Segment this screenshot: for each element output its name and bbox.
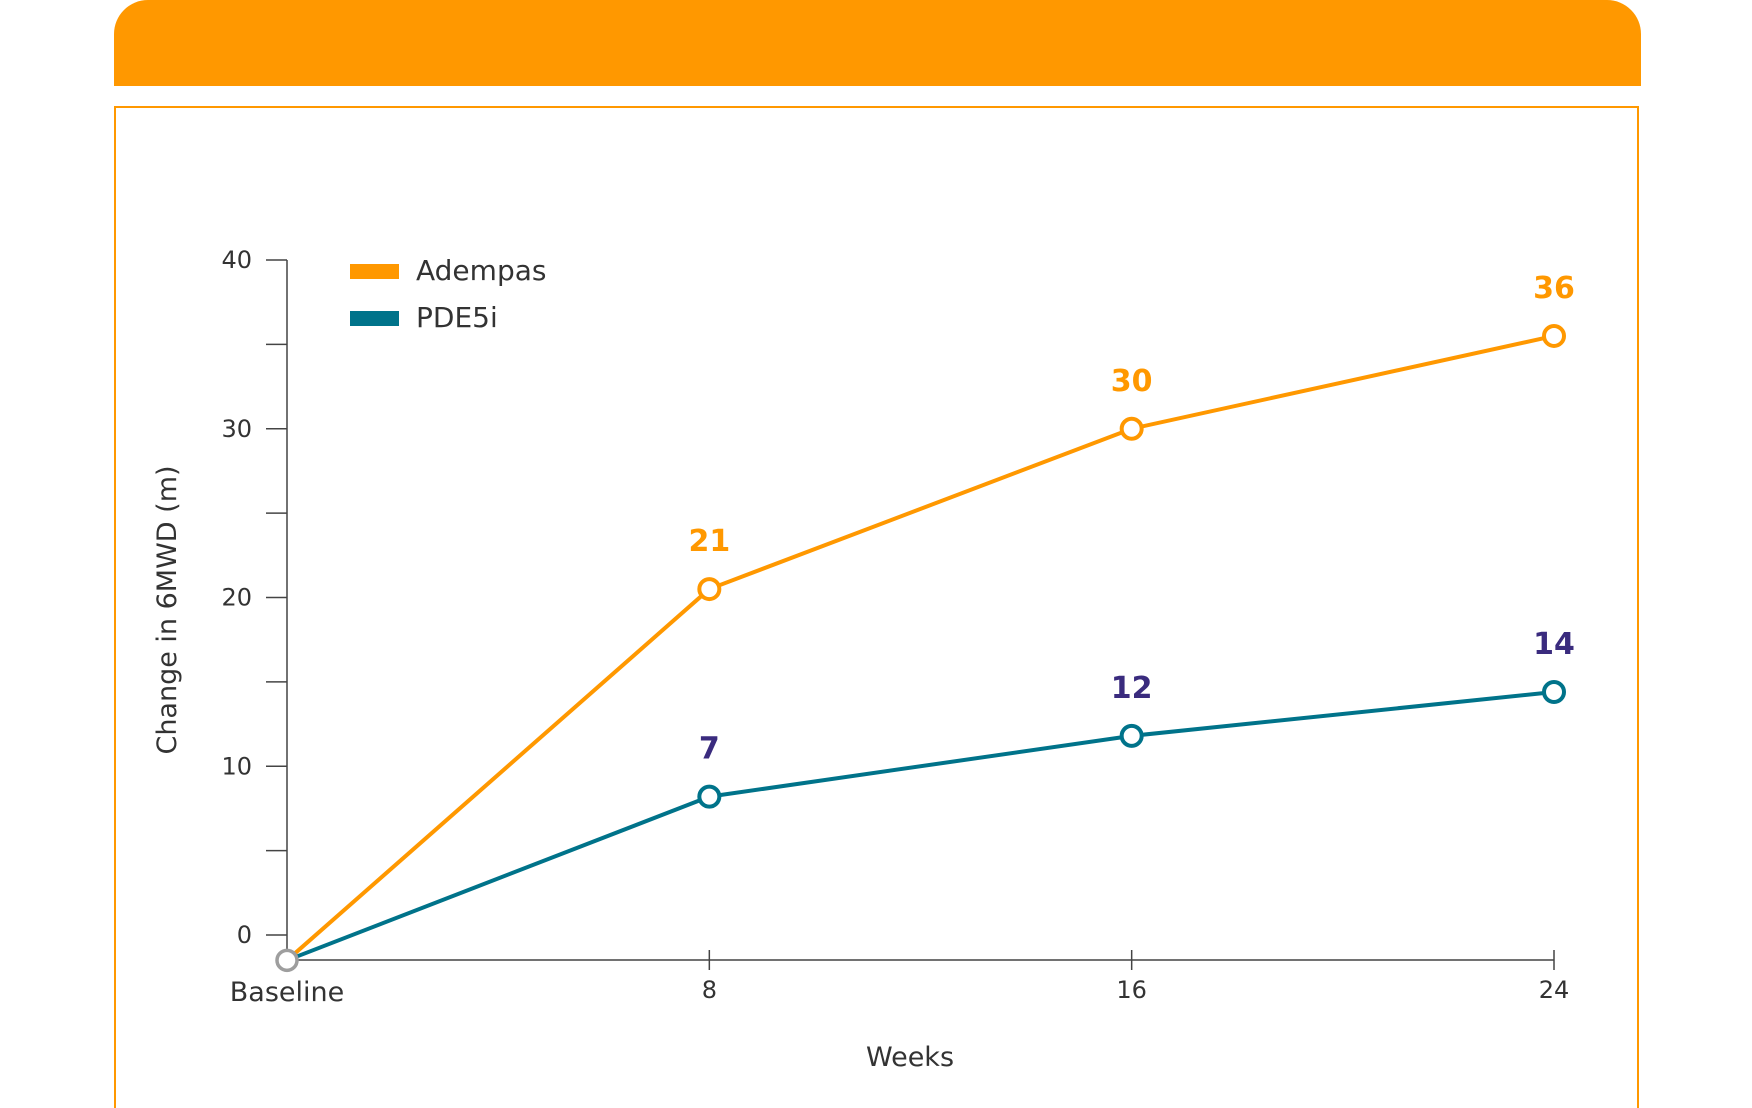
- data-label-pde5i: 14: [1533, 627, 1575, 662]
- series-lines: [285, 333, 1555, 963]
- x-tick-label: 8: [702, 976, 717, 1004]
- data-point-pde5i: [1542, 680, 1566, 704]
- y-tick-label: 10: [221, 752, 252, 780]
- x-axis-title: Weeks: [866, 1042, 954, 1073]
- header-bar: [114, 0, 1641, 86]
- legend-label-adempas: Adempas: [416, 254, 546, 287]
- data-point-pde5i: [1119, 723, 1144, 748]
- series-line-adempas: [285, 333, 1555, 962]
- data-label-adempas: 21: [688, 524, 730, 559]
- data-label-pde5i: 7: [699, 732, 720, 767]
- axes: 0 10 20 30 40 Baseline 8 16 24: [221, 246, 1569, 1008]
- data-point-pde5i: [697, 784, 722, 809]
- legend-label-pde5i: PDE5i: [416, 301, 498, 334]
- series-line-pde5i: [286, 690, 1555, 963]
- data-point-adempas: [1119, 416, 1144, 441]
- x-tick-label: Baseline: [230, 977, 344, 1008]
- legend-swatch-adempas: [350, 264, 399, 279]
- x-tick-label: 16: [1116, 976, 1147, 1004]
- data-point-adempas: [697, 577, 722, 602]
- data-label-pde5i: 12: [1111, 671, 1153, 706]
- series-markers: [275, 323, 1566, 973]
- data-label-adempas: 30: [1111, 364, 1153, 399]
- data-labels: 21 30 36 7 12 14: [688, 271, 1574, 767]
- legend-swatch-pde5i: [350, 311, 399, 326]
- baseline-point: [275, 948, 299, 973]
- y-tick-label: 40: [221, 246, 252, 274]
- y-tick-label: 0: [237, 921, 252, 949]
- y-tick-label: 20: [221, 584, 252, 612]
- data-label-adempas: 36: [1533, 271, 1575, 306]
- chart-frame: [114, 106, 1639, 1108]
- legend: Adempas PDE5i: [350, 254, 546, 334]
- y-axis-title: Change in 6MWD (m): [152, 465, 183, 754]
- data-point-adempas: [1542, 323, 1566, 348]
- y-tick-label: 30: [221, 415, 252, 443]
- x-tick-label: 24: [1539, 976, 1570, 1004]
